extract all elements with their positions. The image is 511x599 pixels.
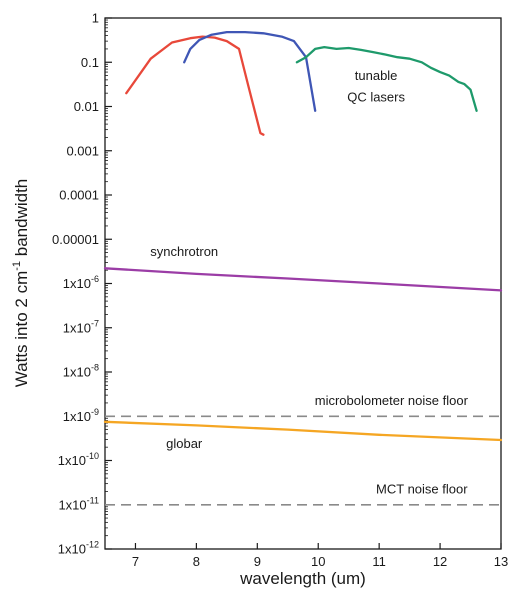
x-tick-label: 7 <box>132 554 139 569</box>
y-tick-label: 1x10-11 <box>58 495 99 512</box>
plot-frame <box>104 17 502 550</box>
series-line <box>103 420 503 442</box>
y-tick-label: 1 <box>92 11 99 26</box>
y-tick-label: 1x10-6 <box>63 274 99 291</box>
y-tick-label: 1x10-12 <box>58 540 99 557</box>
series-line <box>103 267 503 292</box>
y-tick-label: 0.1 <box>81 55 99 70</box>
y-tick-label: 0.0001 <box>59 188 99 203</box>
annotation-label: QC lasers <box>347 89 405 104</box>
series-line <box>125 35 265 136</box>
y-tick-label: 1x10-7 <box>63 318 99 335</box>
annotation-label: MCT noise floor <box>376 481 468 496</box>
x-tick-label: 9 <box>254 554 261 569</box>
y-tick-label: 0.001 <box>66 143 99 158</box>
y-axis: 1 0.1 0.01 0.001 0.0001 0.00001 1x10-6 1x10-7 1x… <box>52 11 112 557</box>
series-line <box>183 30 317 112</box>
x-tick-label: 13 <box>494 554 508 569</box>
x-tick-label: 10 <box>311 554 325 569</box>
annotations-layer: tunable QC lasers synchrotron microbolomete… <box>150 68 468 497</box>
x-tick-label: 8 <box>193 554 200 569</box>
x-tick-label: 12 <box>433 554 447 569</box>
annotation-label: synchrotron <box>150 244 218 259</box>
y-tick-label: 1x10-8 <box>63 363 99 380</box>
annotation-label: microbolometer noise floor <box>315 393 469 408</box>
x-axis: 7 8 9 10 11 12 13 <box>132 543 508 569</box>
series-line <box>295 45 478 112</box>
y-axis-title: Watts into 2 cm-1 bandwidth <box>11 179 31 388</box>
annotation-label: tunable <box>355 68 398 83</box>
y-tick-label: 1x10-10 <box>58 451 99 468</box>
x-axis-title: wavelength (um) <box>239 569 366 588</box>
annotation-label: globar <box>166 436 203 451</box>
series-layer <box>103 30 503 506</box>
y-tick-label: 0.01 <box>74 99 99 114</box>
y-tick-label: 0.00001 <box>52 232 99 247</box>
y-tick-label: 1x10-9 <box>63 407 99 424</box>
x-tick-label: 11 <box>372 554 386 569</box>
